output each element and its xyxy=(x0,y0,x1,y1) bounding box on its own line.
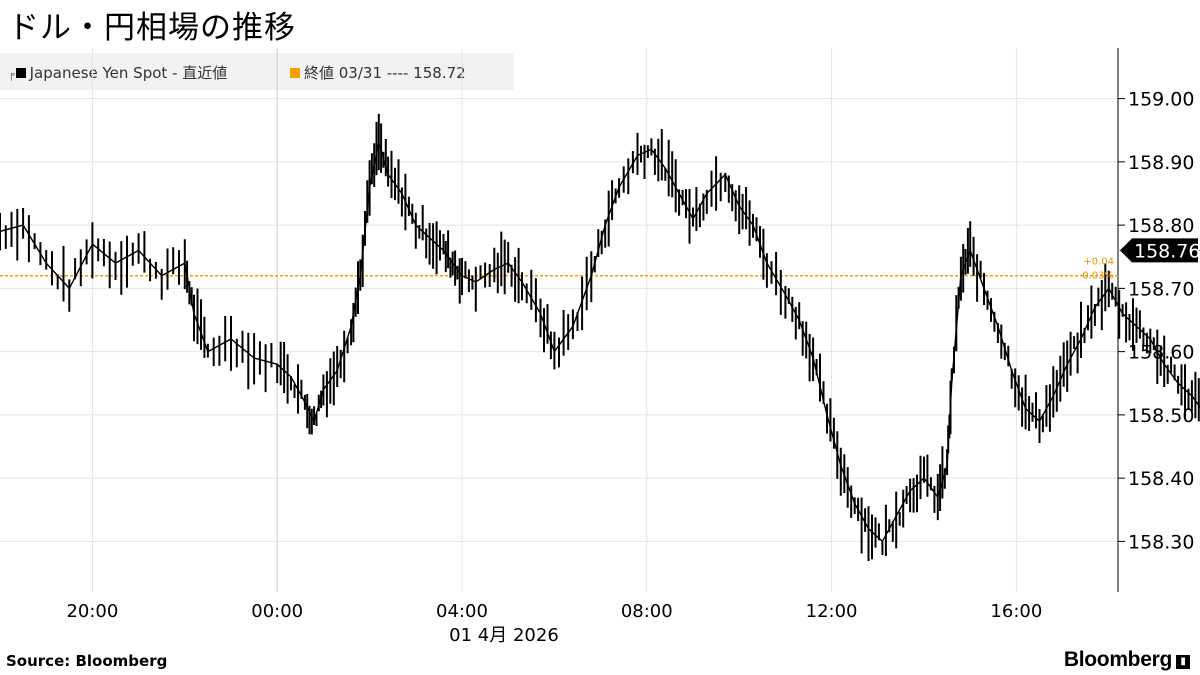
legend-item-series: ╒ Japanese Yen Spot - 直近値 xyxy=(8,62,227,83)
legend-label-reference: 終値 03/31 ---- 158.72 xyxy=(304,64,466,82)
y-tick-label: 158.90 xyxy=(1128,152,1194,174)
legend: ╒ Japanese Yen Spot - 直近値 終値 03/31 ---- 1… xyxy=(0,53,514,90)
brand-logo: Bloomberg ▮ xyxy=(1064,648,1190,672)
x-tick-label: 04:00 xyxy=(436,601,488,622)
legend-label-series: Japanese Yen Spot - 直近値 xyxy=(29,64,228,82)
last-value-label: 158.76 xyxy=(1134,240,1200,262)
x-tick-label: 20:00 xyxy=(66,601,118,622)
y-tick-label: 159.00 xyxy=(1128,89,1194,111)
legend-swatch-reference xyxy=(290,68,300,78)
price-bars xyxy=(0,113,1200,561)
candle-icon: ╒ xyxy=(8,68,15,81)
legend-item-reference: 終値 03/31 ---- 158.72 xyxy=(290,62,466,83)
source-note: Source: Bloomberg xyxy=(6,652,168,670)
price-line xyxy=(0,142,1200,543)
y-tick-label: 158.80 xyxy=(1128,215,1194,237)
y-tick-label: 158.50 xyxy=(1128,405,1194,427)
y-tick-label: 158.30 xyxy=(1128,531,1194,553)
change-abs-label: +0.04 xyxy=(1083,256,1114,267)
y-tick-label: 158.70 xyxy=(1128,278,1194,300)
legend-swatch-series xyxy=(15,68,26,78)
x-tick-label: 08:00 xyxy=(621,601,673,622)
x-tick-label: 00:00 xyxy=(251,601,303,622)
change-pct-label: 0.03% xyxy=(1082,270,1114,281)
last-value-badge xyxy=(1120,238,1198,263)
brand-name: Bloomberg xyxy=(1063,648,1172,671)
x-tick-label: 12:00 xyxy=(806,601,858,622)
price-series xyxy=(0,113,1200,561)
x-date-label: 01 4月 2026 xyxy=(449,625,559,646)
bar-chart-icon: ▮ xyxy=(1176,655,1190,669)
y-tick-label: 158.40 xyxy=(1128,468,1194,490)
chart-title: ドル・円相場の推移 xyxy=(8,10,296,46)
x-tick-label: 16:00 xyxy=(990,601,1042,622)
